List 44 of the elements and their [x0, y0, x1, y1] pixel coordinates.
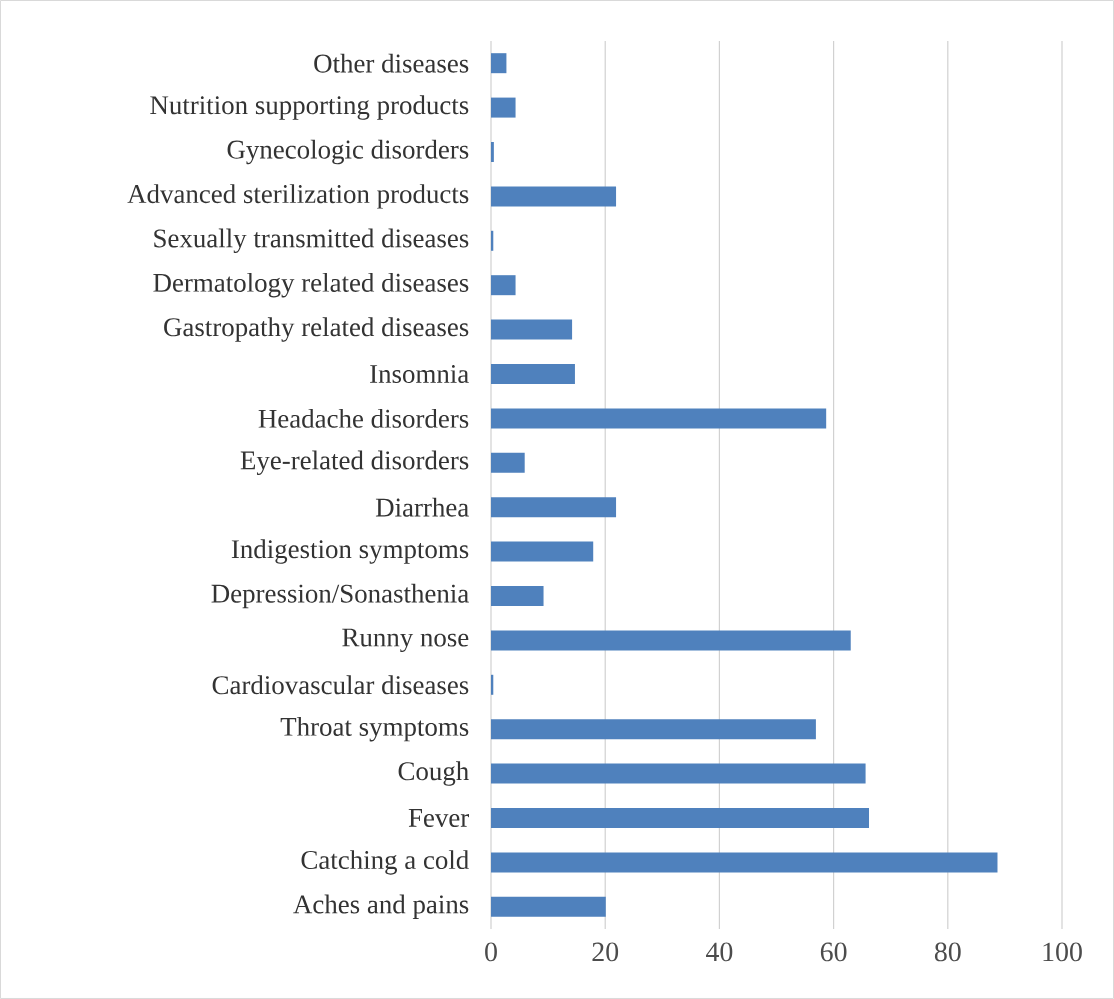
x-tick-label: 0: [485, 942, 497, 962]
y-tick-label: Dermatology related diseases: [153, 272, 469, 298]
y-tick-label: Gynecologic disorders: [227, 139, 469, 165]
x-tick-label: 100: [1043, 942, 1082, 962]
bar: [491, 53, 507, 74]
x-tick-label: 80: [934, 942, 961, 962]
y-tick-label: Eye-related disorders: [240, 450, 469, 476]
x-tick-label: 60: [820, 942, 847, 962]
bar: [491, 97, 516, 118]
y-tick-label: Depression/Sonasthenia: [211, 583, 469, 609]
bar: [491, 452, 525, 473]
bar: [491, 585, 544, 606]
bar: [491, 541, 594, 562]
y-tick-label: Sexually transmitted diseases: [154, 228, 469, 254]
bar: [491, 896, 606, 917]
y-tick-label: Cardiovascular diseases: [212, 675, 469, 695]
bar: [491, 763, 866, 784]
y-tick-label: Diarrhea: [375, 497, 469, 517]
bar: [491, 808, 870, 828]
y-tick-label: Indigestion symptoms: [231, 539, 469, 564]
y-tick-label: Nutrition supporting products: [150, 95, 469, 120]
x-tick-label: 20: [592, 942, 619, 962]
y-tick-label: Catching a cold: [301, 850, 469, 875]
y-tick-label: Runny nose: [342, 628, 469, 653]
bar: [491, 719, 816, 740]
x-tick-label: 40: [706, 942, 733, 962]
y-tick-label: Headache disorders: [258, 408, 469, 428]
bar: [491, 275, 516, 296]
bar: [491, 141, 494, 162]
y-tick-label: Aches and pains: [293, 894, 469, 919]
y-tick-label: Cough: [398, 761, 469, 786]
bar: [491, 186, 617, 207]
y-tick-label: Insomnia: [370, 364, 469, 384]
bar: [491, 319, 573, 340]
y-tick-label: Throat symptoms: [280, 716, 469, 742]
y-tick-label: Fever: [408, 809, 469, 827]
bar: [491, 630, 851, 651]
y-tick-label: Other diseases: [314, 53, 469, 73]
bar: [491, 408, 827, 429]
y-tick-label: Gastropathy related diseases: [164, 317, 469, 342]
bar: [491, 497, 617, 518]
bar: [491, 363, 575, 384]
bar: [491, 852, 998, 873]
y-tick-label: Advanced sterilization products: [127, 184, 469, 209]
